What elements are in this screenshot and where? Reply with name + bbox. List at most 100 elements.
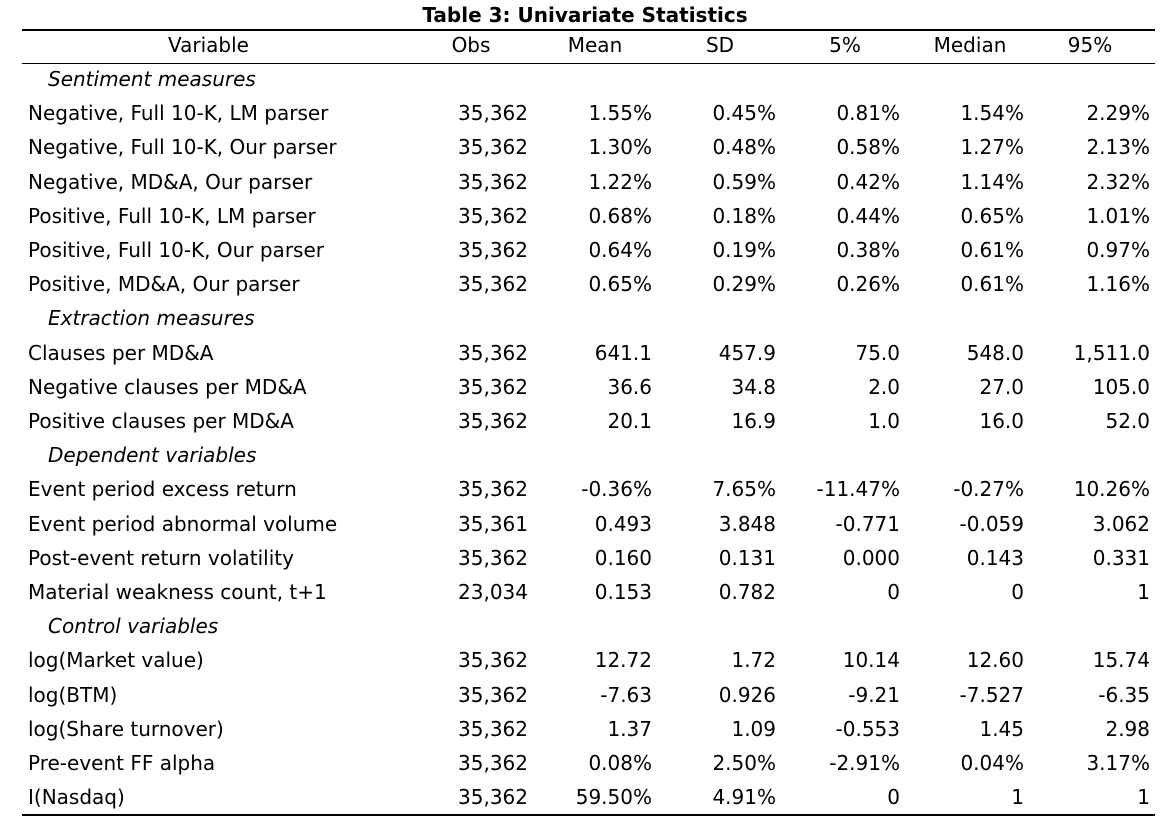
obs-cell: 35,362 [458, 272, 528, 296]
header-row: Variable Obs Mean SD 5% Median 95% [0, 28, 1170, 62]
mean-cell: 20.1 [607, 409, 652, 433]
median-cell: -0.059 [959, 512, 1024, 536]
variable-label: Event period abnormal volume [28, 512, 338, 536]
p5-cell: 10.14 [842, 648, 900, 672]
p95-cell: 2.13% [1086, 135, 1150, 159]
sd-cell: 0.59% [712, 170, 776, 194]
p95-cell: 0.331 [1092, 546, 1150, 570]
table-row: log(BTM) 35,362 -7.63 0.926 -9.21 -7.527 -6.35 [0, 678, 1170, 712]
mean-cell: -7.63 [600, 683, 652, 707]
sd-cell: 0.19% [712, 238, 776, 262]
mean-cell: 0.65% [588, 272, 652, 296]
p5-cell: 0.000 [842, 546, 900, 570]
obs-cell: 35,362 [458, 170, 528, 194]
sd-cell: 7.65% [712, 477, 776, 501]
sd-cell: 0.45% [712, 101, 776, 125]
mean-cell: 0.160 [594, 546, 652, 570]
p95-cell: -6.35 [1098, 683, 1150, 707]
header-variable: Variable [168, 33, 249, 57]
p95-cell: 3.17% [1086, 751, 1150, 775]
variable-label: Post-event return volatility [28, 546, 294, 570]
section-header-row: Sentiment measures [0, 62, 1170, 96]
median-cell: 0.04% [960, 751, 1024, 775]
obs-cell: 35,362 [458, 238, 528, 262]
section-label: Extraction measures [48, 306, 255, 330]
median-cell: 12.60 [966, 648, 1024, 672]
median-cell: 16.0 [979, 409, 1024, 433]
sd-cell: 1.72 [731, 648, 776, 672]
sd-cell: 3.848 [718, 512, 776, 536]
variable-label: Positive, Full 10-K, LM parser [28, 204, 316, 228]
table-row: Negative, Full 10-K, LM parser 35,362 1.55… [0, 96, 1170, 130]
sd-cell: 0.926 [718, 683, 776, 707]
sd-cell: 457.9 [718, 341, 776, 365]
median-cell: 1.45 [979, 717, 1024, 741]
sd-cell: 0.29% [712, 272, 776, 296]
obs-cell: 35,361 [458, 512, 528, 536]
variable-label: Pre-event FF alpha [28, 751, 216, 775]
p95-cell: 2.32% [1086, 170, 1150, 194]
p95-cell: 3.062 [1092, 512, 1150, 536]
table-row: Clauses per MD&A 35,362 641.1 457.9 75.0 548.… [0, 336, 1170, 370]
variable-label: Negative, MD&A, Our parser [28, 170, 313, 194]
p5-cell: -2.91% [829, 751, 900, 775]
mean-cell: 0.64% [588, 238, 652, 262]
median-cell: -0.27% [953, 477, 1024, 501]
sd-cell: 34.8 [731, 375, 776, 399]
section-header-row: Control variables [0, 609, 1170, 643]
obs-cell: 35,362 [458, 683, 528, 707]
median-cell: 0.61% [960, 238, 1024, 262]
table-row: Positive, MD&A, Our parser 35,362 0.65% 0.2… [0, 267, 1170, 301]
p5-cell: 1.0 [868, 409, 900, 433]
p95-cell: 52.0 [1105, 409, 1150, 433]
p5-cell: 0 [887, 580, 900, 604]
p95-cell: 1 [1137, 785, 1150, 809]
sd-cell: 0.48% [712, 135, 776, 159]
obs-cell: 35,362 [458, 341, 528, 365]
obs-cell: 35,362 [458, 204, 528, 228]
header-obs: Obs [451, 33, 491, 57]
variable-label: log(BTM) [28, 683, 118, 707]
p5-cell: -9.21 [848, 683, 900, 707]
obs-cell: 35,362 [458, 409, 528, 433]
table-row: Material weakness count, t+1 23,034 0.153 0… [0, 575, 1170, 609]
median-cell: 0.61% [960, 272, 1024, 296]
section-label: Sentiment measures [48, 67, 256, 91]
mean-cell: 0.68% [588, 204, 652, 228]
p5-cell: 75.0 [855, 341, 900, 365]
section-label: Control variables [48, 614, 219, 638]
header-sd: SD [705, 33, 735, 57]
p5-cell: 0.26% [836, 272, 900, 296]
table-title: Table 3: Univariate Statistics [422, 3, 748, 27]
mean-cell: 0.493 [594, 512, 652, 536]
mean-cell: 641.1 [594, 341, 652, 365]
mean-cell: 0.153 [594, 580, 652, 604]
obs-cell: 35,362 [458, 717, 528, 741]
mean-cell: 59.50% [575, 785, 652, 809]
p95-cell: 2.98 [1105, 717, 1150, 741]
sd-cell: 16.9 [731, 409, 776, 433]
table-row: Negative, Full 10-K, Our parser 35,362 1.3… [0, 130, 1170, 164]
mean-cell: -0.36% [581, 477, 652, 501]
table-row: Event period abnormal volume 35,361 0.493 3… [0, 507, 1170, 541]
median-cell: 548.0 [966, 341, 1024, 365]
p5-cell: 0.42% [836, 170, 900, 194]
header-mean: Mean [567, 33, 623, 57]
p5-cell: 0 [887, 785, 900, 809]
table-row: log(Share turnover) 35,362 1.37 1.09 -0.553 1… [0, 712, 1170, 746]
obs-cell: 35,362 [458, 751, 528, 775]
table-row: Pre-event FF alpha 35,362 0.08% 2.50% -2.91%… [0, 746, 1170, 780]
mean-cell: 1.37 [607, 717, 652, 741]
p95-cell: 105.0 [1092, 375, 1150, 399]
table-row: Event period excess return 35,362 -0.36% 7.… [0, 472, 1170, 506]
mean-cell: 1.30% [588, 135, 652, 159]
variable-label: Negative, Full 10-K, Our parser [28, 135, 337, 159]
table-row: Post-event return volatility 35,362 0.160 0… [0, 541, 1170, 575]
p5-cell: -0.771 [835, 512, 900, 536]
obs-cell: 23,034 [458, 580, 528, 604]
sd-cell: 0.131 [718, 546, 776, 570]
top-rule [22, 29, 1155, 31]
variable-label: Positive clauses per MD&A [28, 409, 294, 433]
table-row: Positive, Full 10-K, LM parser 35,362 0.68… [0, 199, 1170, 233]
